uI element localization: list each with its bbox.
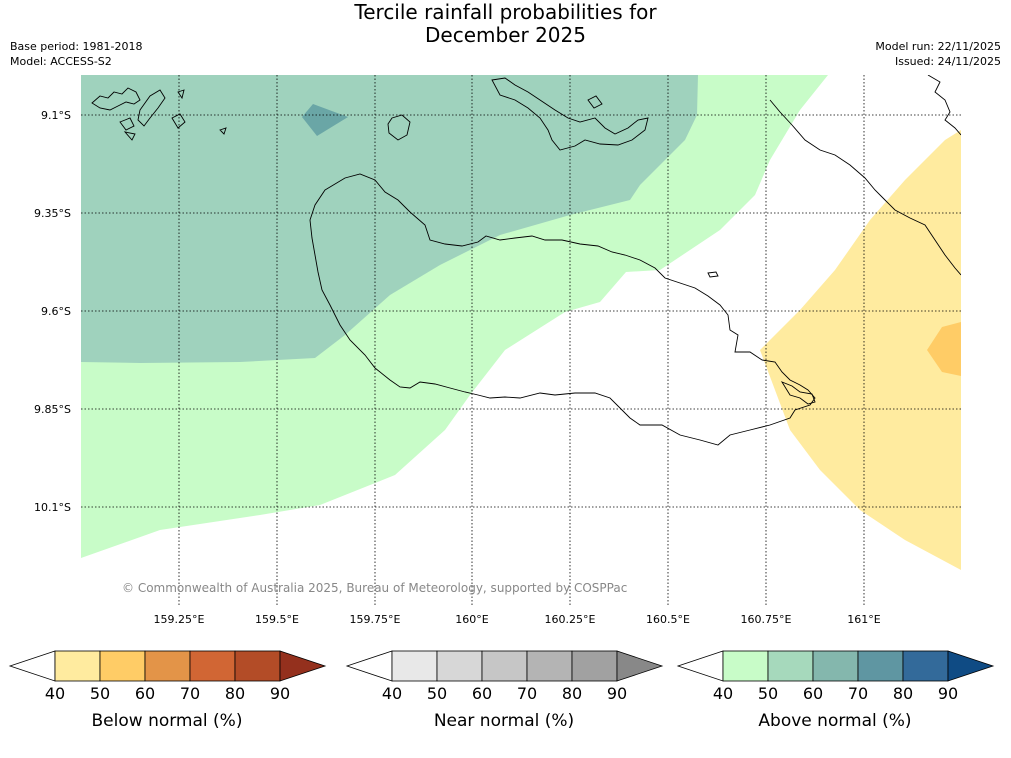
colorbar-tick-label: 80 — [562, 684, 582, 703]
colorbar-extend-low — [676, 650, 724, 682]
colorbar-extend-low — [345, 650, 393, 682]
colorbar-tick-label: 60 — [135, 684, 155, 703]
colorbar-extend-high — [616, 650, 664, 682]
above-normal-70-region — [302, 104, 348, 136]
lat-label: 9.35°S — [34, 207, 71, 220]
colorbar-tick-label: 60 — [472, 684, 492, 703]
colorbar-tick-label: 70 — [517, 684, 537, 703]
lon-label: 160.25°E — [545, 613, 596, 626]
lat-label: 9.1°S — [41, 109, 71, 122]
lon-label: 161°E — [847, 613, 880, 626]
malaita-coast — [769, 99, 961, 276]
gridlines — [81, 75, 961, 605]
colorbar-tick-label: 40 — [382, 684, 402, 703]
guadalcanal-coast — [309, 173, 816, 446]
below-normal-60-region — [927, 322, 961, 376]
colorbar-tick-label: 40 — [45, 684, 65, 703]
colorbar-segment — [902, 650, 949, 682]
latitude-labels: 9.1°S 9.35°S 9.6°S 9.85°S 10.1°S — [34, 109, 71, 514]
colorbar-segment — [767, 650, 814, 682]
russell-islands-coast — [91, 87, 227, 141]
colorbar-segment — [144, 650, 191, 682]
colorbar-tick-label: 50 — [90, 684, 110, 703]
colorbar-label: Near normal (%) — [434, 711, 574, 731]
colorbar-segment — [234, 650, 281, 682]
colorbar-tick-label: 80 — [225, 684, 245, 703]
below-normal-50-region — [760, 130, 961, 570]
lat-label: 10.1°S — [34, 501, 71, 514]
colorbar-tick-label: 40 — [713, 684, 733, 703]
colorbar-segment — [391, 650, 438, 682]
lat-label: 9.6°S — [41, 305, 71, 318]
marau-coast — [780, 381, 816, 405]
colorbar-tick-label: 90 — [607, 684, 627, 703]
copyright-text: © Commonwealth of Australia 2025, Bureau… — [122, 581, 627, 595]
colorbar-tick-label: 50 — [758, 684, 778, 703]
lon-label: 159.75°E — [350, 613, 401, 626]
colorbar-tick-label: 70 — [848, 684, 868, 703]
colorbar-segment — [812, 650, 859, 682]
colorbar-below-normal: 40 50 60 70 80 90 Below normal (%) — [8, 650, 327, 731]
colorbar-label: Above normal (%) — [758, 711, 911, 731]
colorbar-segment — [857, 650, 904, 682]
colorbar-extend-high — [947, 650, 995, 682]
lon-label: 160.5°E — [646, 613, 690, 626]
colorbar-near-normal: 40 50 60 70 80 90 Near normal (%) — [345, 650, 664, 731]
colorbar-segment — [189, 650, 236, 682]
malaita-north-coast — [927, 75, 961, 136]
colorbar-label: Below normal (%) — [92, 711, 243, 731]
model-text: Model: ACCESS-S2 — [10, 55, 112, 68]
colorbar-extend-high — [279, 650, 327, 682]
colorbar-tick-label: 90 — [270, 684, 290, 703]
colorbar-tick-label: 70 — [180, 684, 200, 703]
issued-text: Issued: 24/11/2025 — [894, 55, 1001, 68]
colorbar-tick-label: 60 — [803, 684, 823, 703]
colorbar-segment — [99, 650, 146, 682]
lon-label: 160°E — [455, 613, 488, 626]
colorbar-segment — [571, 650, 618, 682]
base-period-text: Base period: 1981-2018 — [10, 40, 143, 53]
islet-coast — [707, 271, 719, 278]
lon-label: 159.25°E — [154, 613, 205, 626]
colorbar-segment — [436, 650, 483, 682]
colorbar-tick-label: 90 — [938, 684, 958, 703]
colorbar-segment — [722, 650, 769, 682]
florida-islands-coast — [491, 77, 649, 151]
colorbar-tick-label: 80 — [893, 684, 913, 703]
colorbar-above-normal: 40 50 60 70 80 90 Above normal (%) — [676, 650, 995, 731]
colorbar-segment — [526, 650, 573, 682]
map-panel: © Commonwealth of Australia 2025, Bureau… — [81, 75, 961, 605]
longitude-labels: 159.25°E 159.5°E 159.75°E 160°E 160.25°E… — [154, 613, 881, 626]
colorbar-segment — [481, 650, 528, 682]
coastlines — [91, 75, 961, 446]
tulagi-island-coast — [387, 114, 411, 141]
colorbar-tick-label: 50 — [427, 684, 447, 703]
above-normal-60-region — [81, 75, 698, 363]
lon-label: 160.75°E — [741, 613, 792, 626]
lon-label: 159.5°E — [255, 613, 299, 626]
model-run-text: Model run: 22/11/2025 — [875, 40, 1001, 53]
colorbar-extend-low — [8, 650, 56, 682]
map-title: Tercile rainfall probabilities for — [354, 0, 657, 24]
colorbar-segment — [54, 650, 101, 682]
lat-label: 9.85°S — [34, 403, 71, 416]
map-subtitle: December 2025 — [425, 23, 586, 47]
